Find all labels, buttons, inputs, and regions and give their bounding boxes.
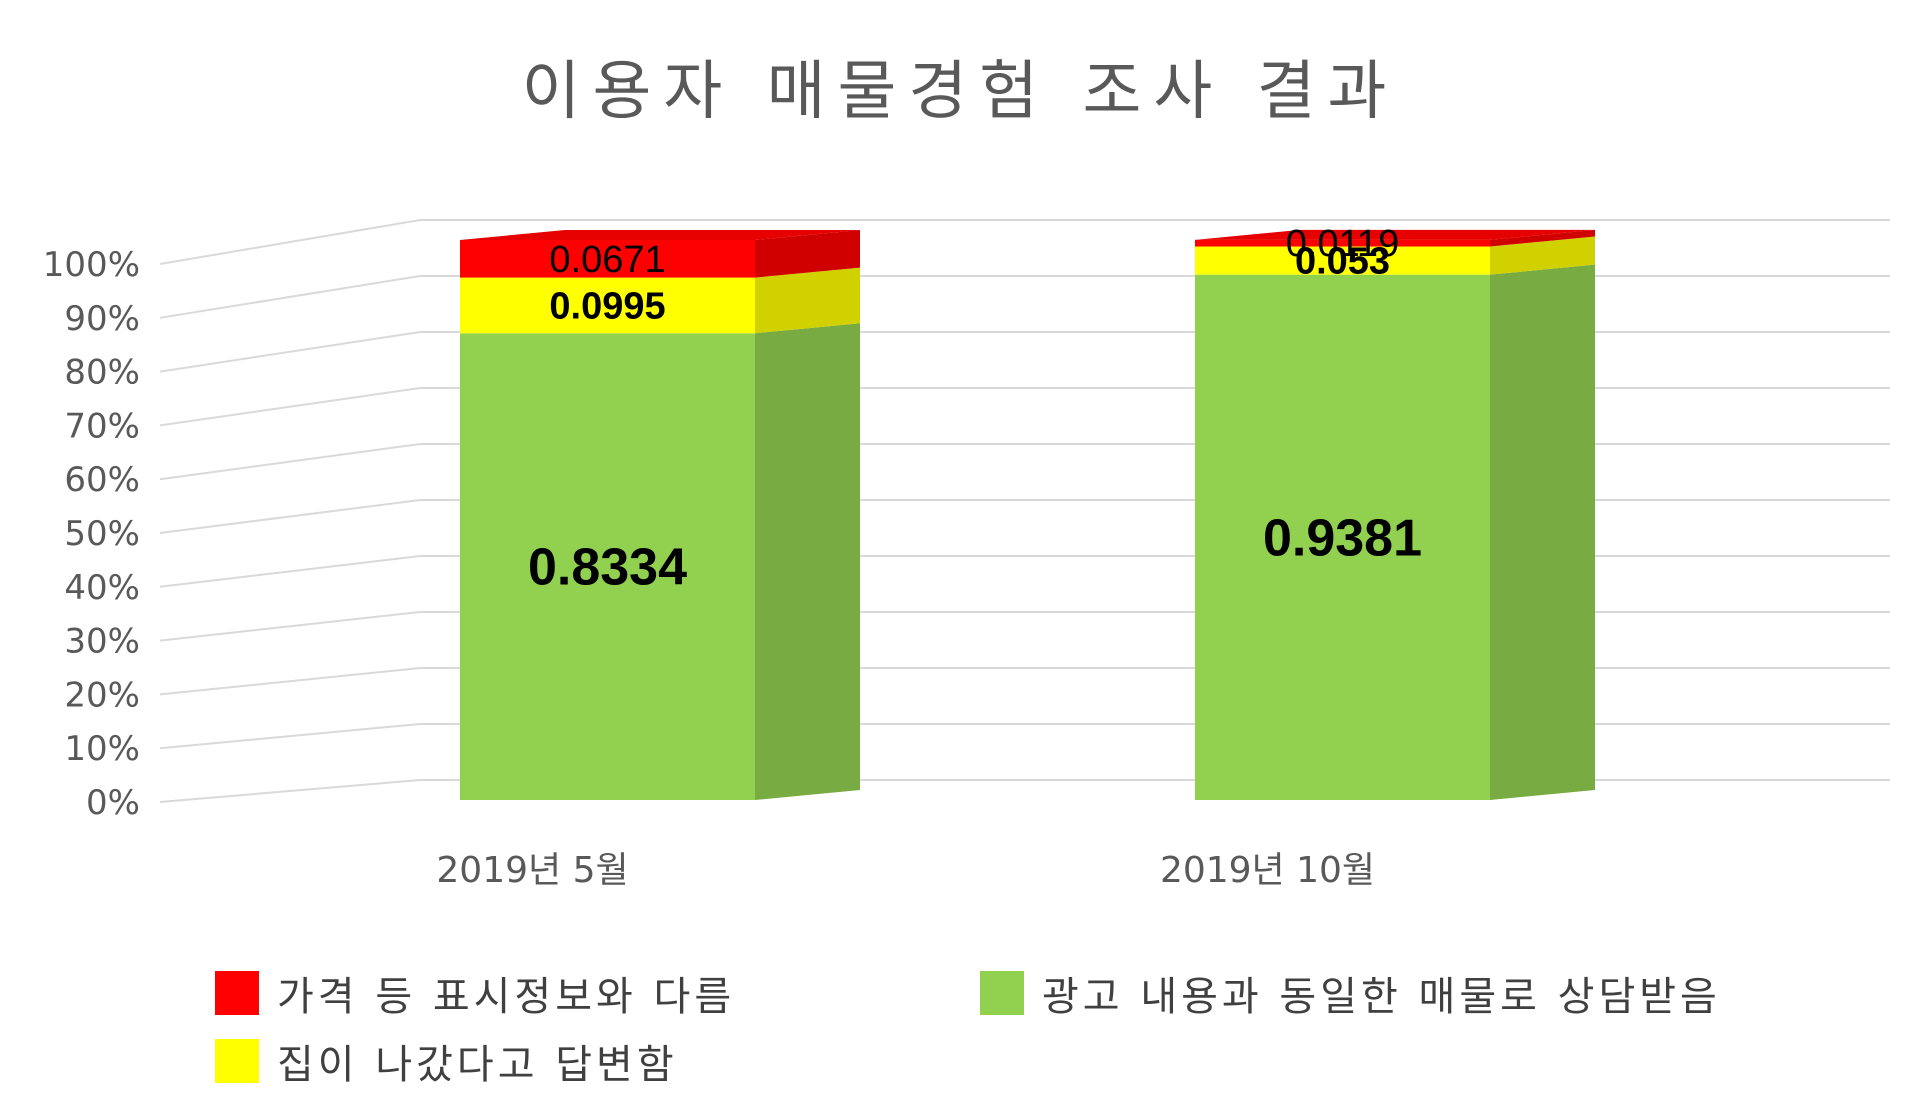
bar-segment (460, 240, 755, 278)
gridline (159, 779, 1890, 803)
data-label: 0.053 (1295, 241, 1390, 283)
bar-segment (1195, 274, 1490, 800)
bar-segment (460, 277, 755, 334)
bar-segment (460, 333, 755, 800)
gridline (159, 219, 1890, 265)
gridline (159, 331, 1890, 373)
bar-segment (1195, 239, 1490, 247)
data-label: 0.0995 (549, 285, 665, 327)
bar-top (1195, 229, 1595, 240)
gridline (159, 555, 1890, 588)
y-tick-label: 60% (64, 460, 140, 500)
x-tick-label: 2019년 10월 (1160, 850, 1375, 891)
y-tick-label: 50% (64, 514, 140, 554)
y-tick-label: 100% (43, 245, 140, 285)
data-label: 0.0671 (549, 239, 665, 281)
y-tick-label: 30% (64, 622, 140, 662)
bar-segment-side (755, 323, 860, 800)
bar-segment-side (1490, 264, 1595, 800)
data-label: 0.9381 (1263, 509, 1422, 567)
gridline (159, 443, 1890, 481)
gridline (159, 667, 1890, 696)
y-tick-label: 0% (86, 783, 140, 823)
bar-segment-side (1490, 236, 1595, 275)
bar-segment-side (1490, 229, 1595, 247)
x-tick-label: 2019년 5월 (436, 850, 628, 891)
y-tick-label: 80% (64, 353, 140, 393)
y-tick-label: 20% (64, 675, 140, 715)
chart-title: 이용자 매물경험 조사 결과 (521, 55, 1399, 129)
bar-top (460, 230, 860, 240)
bar-segment-side (755, 230, 860, 278)
data-label: 0.8334 (528, 539, 687, 597)
data-label: 0.0119 (1286, 223, 1399, 265)
gridline (159, 499, 1890, 534)
gridline (159, 275, 1890, 319)
gridline (159, 611, 1890, 642)
y-tick-label: 90% (64, 299, 140, 339)
y-tick-label: 70% (64, 406, 140, 446)
bar-segment (1195, 246, 1490, 275)
gridline (159, 723, 1890, 750)
bar-segment-side (755, 267, 860, 334)
y-tick-label: 10% (64, 729, 140, 769)
gridline (159, 387, 1890, 427)
y-tick-label: 40% (64, 568, 140, 608)
